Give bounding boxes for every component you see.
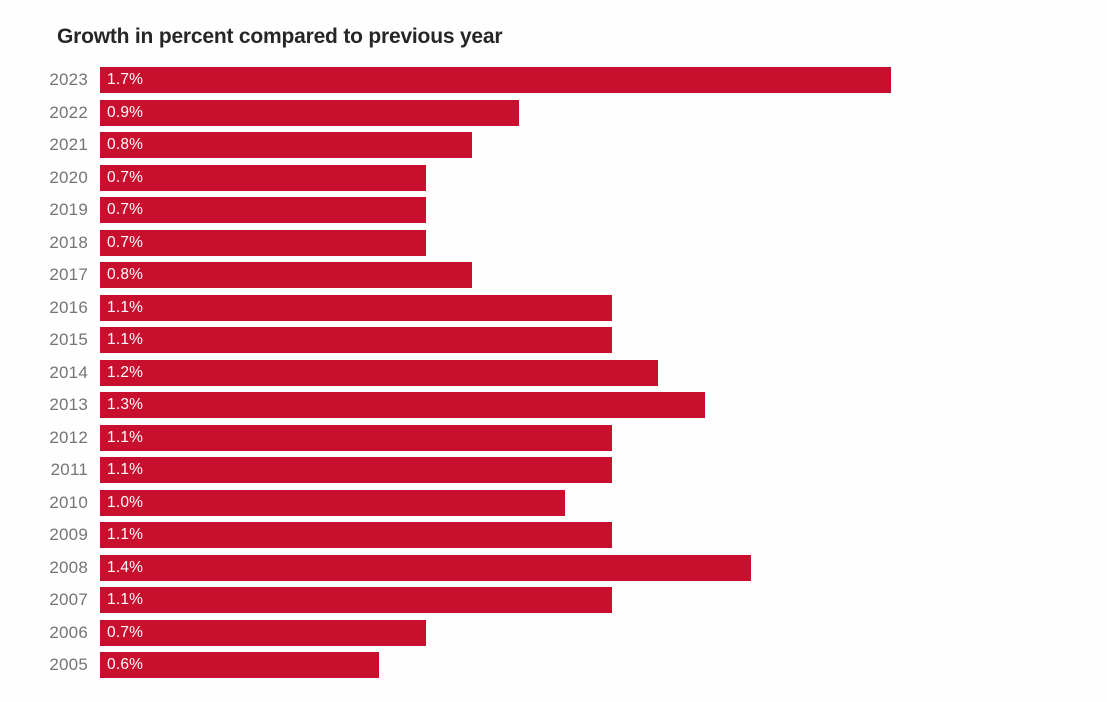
- year-label: 2009: [49, 525, 88, 544]
- bar-track: 0.7%: [100, 197, 1107, 223]
- chart-row: 2007 1.1%: [0, 587, 1107, 613]
- bar-track: 1.2%: [100, 359, 1107, 386]
- bar: 1.0%: [100, 489, 566, 516]
- chart-row: 2010 1.0%: [0, 489, 1107, 516]
- bar-track: 1.4%: [100, 554, 1107, 581]
- year-label: 2021: [49, 135, 88, 154]
- year-label: 2010: [49, 492, 88, 512]
- bar-track: 1.7%: [100, 67, 1107, 93]
- bar-value-label: 1.2%: [107, 363, 144, 381]
- bar-value-label: 0.8%: [107, 266, 144, 283]
- bar-value-label: 0.9%: [107, 103, 144, 121]
- bar: 1.1%: [100, 457, 612, 483]
- bar-track: 1.1%: [100, 522, 1107, 548]
- bar-value-label: 1.1%: [107, 331, 144, 348]
- chart-row: 2020 0.7%: [0, 164, 1107, 191]
- year-label: 2022: [49, 102, 88, 122]
- year-label: 2014: [49, 362, 88, 382]
- chart-rows: 2023 1.7% 2022 0.9% 2021 0.8% 2020 0.7% 2019 0.7%…: [0, 67, 1107, 678]
- year-label: 2020: [49, 167, 88, 187]
- year-label: 2017: [49, 265, 88, 284]
- year-label: 2016: [49, 297, 88, 317]
- year-label: 2007: [49, 590, 88, 609]
- bar-value-label: 1.1%: [107, 526, 144, 543]
- bar-track: 1.1%: [100, 424, 1107, 451]
- year-label: 2005: [49, 655, 88, 674]
- bar: 0.6%: [100, 652, 380, 678]
- bar-track: 1.1%: [100, 457, 1107, 483]
- bar-track: 0.8%: [100, 262, 1107, 288]
- bar-track: 1.1%: [100, 587, 1107, 613]
- bar: 1.1%: [100, 522, 612, 548]
- chart-row: 2021 0.8%: [0, 132, 1107, 158]
- bar-value-label: 0.7%: [107, 623, 144, 641]
- bar: 1.1%: [100, 587, 612, 613]
- bar-track: 0.7%: [100, 229, 1107, 256]
- bar: 0.8%: [100, 262, 473, 288]
- chart-row: 2015 1.1%: [0, 327, 1107, 353]
- bar-value-label: 1.4%: [107, 558, 144, 576]
- bar: 1.2%: [100, 359, 659, 386]
- bar: 0.7%: [100, 164, 426, 191]
- bar-value-label: 0.7%: [107, 233, 144, 251]
- bar: 1.4%: [100, 554, 752, 581]
- chart-row: 2022 0.9%: [0, 99, 1107, 126]
- bar: 0.7%: [100, 619, 426, 646]
- bar: 1.3%: [100, 392, 705, 418]
- year-label: 2019: [49, 200, 88, 219]
- bar-track: 1.1%: [100, 327, 1107, 353]
- bar-value-label: 1.1%: [107, 428, 144, 446]
- bar-value-label: 1.7%: [107, 71, 144, 88]
- chart-row: 2016 1.1%: [0, 294, 1107, 321]
- bar: 0.7%: [100, 197, 426, 223]
- bar-value-label: 1.1%: [107, 298, 144, 316]
- chart-row: 2014 1.2%: [0, 359, 1107, 386]
- bar-track: 0.6%: [100, 652, 1107, 678]
- bar-track: 1.1%: [100, 294, 1107, 321]
- chart-title: Growth in percent compared to previous y…: [57, 25, 503, 48]
- bar-value-label: 0.8%: [107, 136, 144, 153]
- chart-row: 2009 1.1%: [0, 522, 1107, 548]
- bar-track: 0.7%: [100, 619, 1107, 646]
- year-label: 2023: [49, 70, 88, 89]
- year-label: 2011: [50, 460, 88, 479]
- bar-value-label: 1.1%: [107, 461, 144, 478]
- bar-value-label: 1.0%: [107, 493, 144, 511]
- year-label: 2012: [49, 427, 88, 447]
- bar-track: 0.9%: [100, 99, 1107, 126]
- chart-row: 2023 1.7%: [0, 67, 1107, 93]
- bar: 1.1%: [100, 294, 612, 321]
- bar-value-label: 1.3%: [107, 396, 144, 413]
- chart-row: 2017 0.8%: [0, 262, 1107, 288]
- bar: 1.7%: [100, 67, 891, 93]
- chart-row: 2008 1.4%: [0, 554, 1107, 581]
- year-label: 2013: [49, 395, 88, 414]
- chart-row: 2018 0.7%: [0, 229, 1107, 256]
- year-label: 2006: [49, 622, 88, 642]
- bar-track: 1.0%: [100, 489, 1107, 516]
- bar: 1.1%: [100, 424, 612, 451]
- bar: 0.9%: [100, 99, 519, 126]
- chart-row: 2013 1.3%: [0, 392, 1107, 418]
- year-label: 2018: [49, 232, 88, 252]
- bar: 0.7%: [100, 229, 426, 256]
- chart-row: 2005 0.6%: [0, 652, 1107, 678]
- chart-row: 2019 0.7%: [0, 197, 1107, 223]
- chart-row: 2006 0.7%: [0, 619, 1107, 646]
- bar-value-label: 1.1%: [107, 591, 144, 608]
- bar-track: 1.3%: [100, 392, 1107, 418]
- chart-row: 2012 1.1%: [0, 424, 1107, 451]
- bar-value-label: 0.7%: [107, 168, 144, 186]
- year-label: 2015: [49, 330, 88, 349]
- bar-value-label: 0.7%: [107, 201, 144, 218]
- bar-value-label: 0.6%: [107, 656, 144, 673]
- year-label: 2008: [49, 557, 88, 577]
- bar-track: 0.7%: [100, 164, 1107, 191]
- bar: 1.1%: [100, 327, 612, 353]
- chart-row: 2011 1.1%: [0, 457, 1107, 483]
- bar: 0.8%: [100, 132, 473, 158]
- bar-track: 0.8%: [100, 132, 1107, 158]
